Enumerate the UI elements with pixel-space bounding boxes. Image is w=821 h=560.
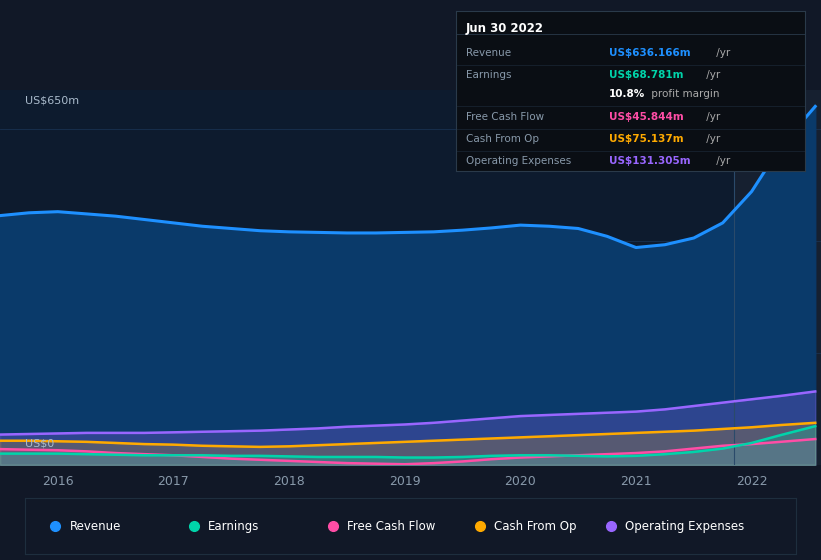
Text: US$650m: US$650m (25, 95, 79, 105)
Text: /yr: /yr (704, 134, 721, 144)
Text: Revenue: Revenue (466, 48, 511, 58)
Text: Cash From Op: Cash From Op (466, 134, 539, 144)
Text: Revenue: Revenue (70, 520, 121, 533)
Text: profit margin: profit margin (648, 89, 719, 99)
Text: Earnings: Earnings (466, 70, 511, 80)
Text: /yr: /yr (704, 70, 721, 80)
Text: 10.8%: 10.8% (609, 89, 645, 99)
Text: Operating Expenses: Operating Expenses (625, 520, 745, 533)
Text: US$0: US$0 (25, 438, 54, 448)
Text: Jun 30 2022: Jun 30 2022 (466, 22, 544, 35)
Text: Earnings: Earnings (209, 520, 259, 533)
Text: Cash From Op: Cash From Op (494, 520, 576, 533)
Text: /yr: /yr (713, 48, 730, 58)
Text: US$75.137m: US$75.137m (609, 134, 684, 144)
Bar (734, 90, 821, 465)
Text: US$68.781m: US$68.781m (609, 70, 684, 80)
Text: Free Cash Flow: Free Cash Flow (466, 111, 544, 122)
Text: US$45.844m: US$45.844m (609, 111, 684, 122)
Text: Operating Expenses: Operating Expenses (466, 156, 571, 166)
Text: US$636.166m: US$636.166m (609, 48, 690, 58)
Text: /yr: /yr (713, 156, 730, 166)
Text: US$131.305m: US$131.305m (609, 156, 690, 166)
Text: /yr: /yr (704, 111, 721, 122)
Text: Free Cash Flow: Free Cash Flow (347, 520, 436, 533)
